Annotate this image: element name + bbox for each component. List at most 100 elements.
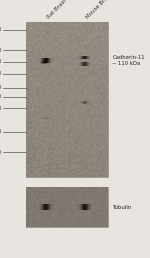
Bar <box>45 61 46 64</box>
Bar <box>40 117 41 119</box>
Bar <box>44 204 45 210</box>
Bar <box>92 62 93 66</box>
Bar <box>81 56 82 60</box>
Bar <box>88 204 89 210</box>
Bar <box>48 61 49 64</box>
Bar <box>91 101 92 104</box>
Bar <box>88 56 89 60</box>
Text: 40: 40 <box>0 106 2 111</box>
Bar <box>37 58 38 63</box>
Bar <box>38 204 39 210</box>
Bar <box>53 58 54 63</box>
Bar <box>43 117 44 119</box>
Bar <box>77 204 78 210</box>
Bar <box>92 204 93 210</box>
Bar <box>90 101 91 104</box>
Bar <box>85 62 86 66</box>
Bar <box>44 58 45 63</box>
Bar <box>85 101 86 104</box>
Bar <box>51 61 52 64</box>
Bar <box>38 117 39 119</box>
Bar <box>40 58 41 63</box>
Bar <box>91 62 92 66</box>
Bar <box>86 101 87 104</box>
Bar <box>45 58 46 63</box>
Bar <box>52 117 53 119</box>
Bar <box>50 58 51 63</box>
Bar <box>46 117 47 119</box>
Bar <box>45 117 46 119</box>
Bar <box>47 117 48 119</box>
Bar <box>48 117 49 119</box>
Bar <box>47 58 48 63</box>
Bar <box>51 204 52 210</box>
Bar <box>78 101 79 104</box>
Bar <box>36 58 37 63</box>
Bar <box>83 56 84 60</box>
Bar <box>47 61 48 64</box>
Bar <box>37 204 38 210</box>
Bar <box>79 62 80 66</box>
Bar <box>76 62 77 66</box>
Bar <box>46 58 47 63</box>
Bar <box>43 204 44 210</box>
Bar <box>52 58 53 63</box>
Text: Rat Brain: Rat Brain <box>46 0 67 19</box>
Bar <box>82 204 83 210</box>
Bar <box>82 62 83 66</box>
Bar <box>77 62 78 66</box>
Text: Cadherin-11
~ 110 kDa: Cadherin-11 ~ 110 kDa <box>112 55 145 66</box>
Bar <box>26 22 108 177</box>
Bar <box>47 204 48 210</box>
Bar <box>84 101 85 104</box>
Bar <box>75 204 76 210</box>
Bar <box>45 204 46 210</box>
Bar <box>40 204 41 210</box>
Bar <box>81 101 82 104</box>
Bar <box>85 56 86 60</box>
Bar <box>54 204 55 210</box>
Bar <box>51 58 52 63</box>
Bar <box>38 58 39 63</box>
Text: 110: 110 <box>0 59 2 64</box>
Bar <box>53 204 54 210</box>
Bar <box>87 204 88 210</box>
Bar <box>43 61 44 64</box>
Bar <box>86 56 87 60</box>
Bar <box>39 61 40 64</box>
Bar <box>82 101 83 104</box>
Bar <box>80 56 81 60</box>
Bar <box>52 204 53 210</box>
Bar <box>46 204 47 210</box>
Bar <box>83 204 84 210</box>
Text: 30: 30 <box>0 129 2 134</box>
Bar <box>39 58 40 63</box>
Bar <box>89 204 90 210</box>
Text: 20: 20 <box>0 150 2 155</box>
Bar <box>79 204 80 210</box>
Text: 260: 260 <box>0 27 2 32</box>
Text: 50: 50 <box>0 94 2 99</box>
Bar <box>78 56 79 60</box>
Bar <box>89 101 90 104</box>
Bar <box>78 204 79 210</box>
Bar <box>92 56 93 60</box>
Bar <box>86 204 87 210</box>
Bar <box>79 56 80 60</box>
Bar <box>37 61 38 64</box>
Bar <box>40 61 41 64</box>
Bar <box>86 62 87 66</box>
Bar <box>49 61 50 64</box>
Bar <box>41 117 42 119</box>
Bar <box>81 62 82 66</box>
Bar <box>76 56 77 60</box>
Bar <box>90 62 91 66</box>
Bar <box>44 117 45 119</box>
Bar <box>89 56 90 60</box>
Bar <box>87 56 88 60</box>
Bar <box>36 204 37 210</box>
Bar <box>26 187 108 227</box>
Bar <box>38 61 39 64</box>
Bar <box>41 61 42 64</box>
Text: 60: 60 <box>0 85 2 90</box>
